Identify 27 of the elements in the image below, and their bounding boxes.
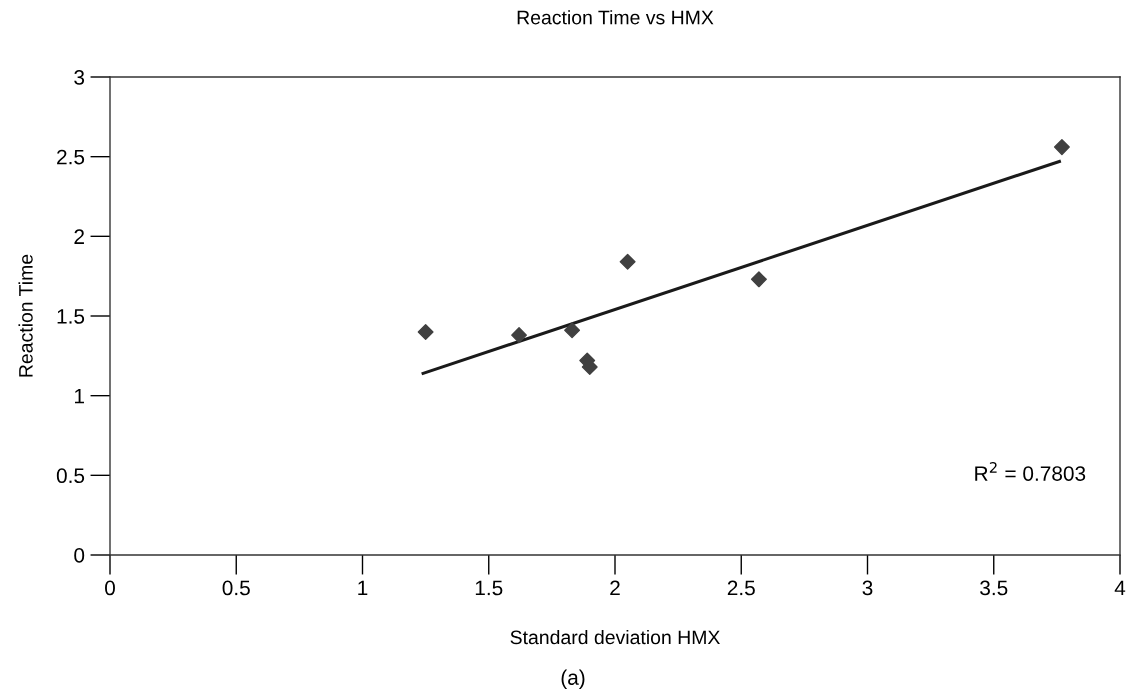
y-tick-label: 0 <box>74 548 85 563</box>
x-tick-label: 2.5 <box>727 580 755 596</box>
chart-title: Reaction Time vs HMX <box>517 10 714 25</box>
x-axis-title: Standard deviation HMX <box>510 629 720 645</box>
text: (a) <box>561 669 585 690</box>
point <box>750 271 767 288</box>
y-tick-label: 0.5 <box>56 468 85 484</box>
x-tick-label: 1 <box>358 580 368 596</box>
point <box>619 253 636 270</box>
point <box>564 322 581 339</box>
x-tick-label: 0 <box>105 580 115 596</box>
y-axis-title: Reaction Time <box>18 254 33 377</box>
y-tick-label: 2.5 <box>57 149 85 165</box>
annotation: R$^{2}$ = 0.7803 <box>975 461 1086 481</box>
point <box>417 323 434 340</box>
y-tick-label: 1.5 <box>57 309 85 324</box>
x-tick-label: 3 <box>862 580 873 596</box>
x-tick-label: 2 <box>610 580 620 596</box>
x-tick-label: 0.5 <box>222 580 250 596</box>
point <box>1053 139 1070 156</box>
x-tick-label: 1.5 <box>475 580 503 596</box>
y-tick-label: 1 <box>75 388 84 404</box>
x-tick-label: 4 <box>1114 580 1126 596</box>
x-tick-label: 3.5 <box>980 580 1008 596</box>
point <box>511 327 528 344</box>
y-tick-label: 2 <box>74 229 84 244</box>
y-tick-label: 3 <box>74 70 85 85</box>
